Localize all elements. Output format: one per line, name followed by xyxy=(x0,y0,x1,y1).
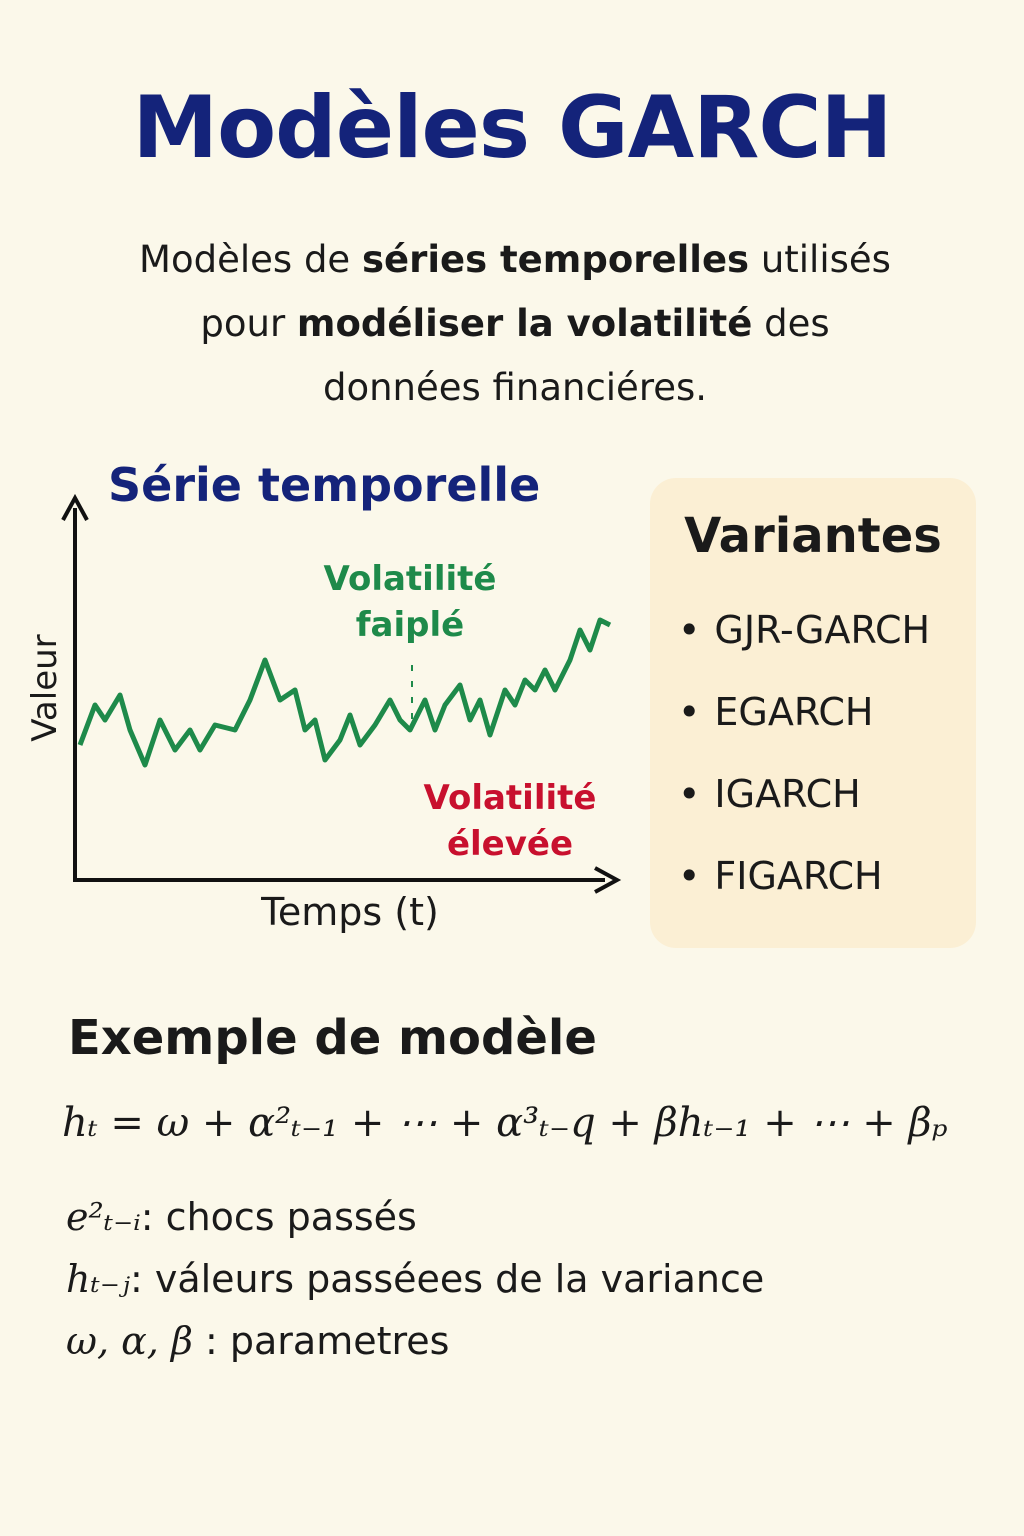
illustration-title: Série temporelle xyxy=(108,458,541,512)
variant-item: EGARCH xyxy=(678,690,930,772)
definition: hₜ₋ⱼ: váleurs passéees de la variance xyxy=(66,1257,764,1301)
variant-item: IGARCH xyxy=(678,772,930,854)
series-line xyxy=(77,617,612,768)
variants-box: Variantes GJR-GARCHEGARCHIGARCHFIGARCH xyxy=(650,478,976,948)
x-arrow xyxy=(594,866,622,894)
intro-text: pour xyxy=(200,302,297,345)
x-axis-label: Temps (t) xyxy=(261,890,439,934)
title: Modèles GARCH xyxy=(132,78,893,178)
intro-text: utilisés xyxy=(749,238,891,281)
definition-text: : chocs passés xyxy=(140,1195,417,1239)
intro: Modèles de séries temporelles utilisés p… xyxy=(90,228,940,420)
annotation-line: élevée xyxy=(446,824,574,864)
annotation: Volatilité faiplé xyxy=(300,556,520,648)
definition: e²ₜ₋ᵢ: chocs passés xyxy=(66,1195,417,1239)
annotation-line: Volatilité xyxy=(423,778,597,818)
variants-title: Variantes xyxy=(684,508,942,564)
example-title: Exemple de modèle xyxy=(68,1010,597,1066)
annotation-line: faiplé xyxy=(355,605,465,645)
intro-bold: séries temporelles xyxy=(361,238,750,281)
definition-symbol: ω, α, β xyxy=(66,1319,193,1363)
variant-item: GJR-GARCH xyxy=(678,608,930,690)
definition-text: : váleurs passéees de la variance xyxy=(129,1257,765,1301)
y-axis-label: Valeur xyxy=(25,634,65,742)
formula: hₜ = ω + α²ₜ₋₁ + ⋯ + α³ₜ₋q + βhₜ₋₁ + ⋯ +… xyxy=(62,1100,948,1146)
variant-item: FIGARCH xyxy=(678,854,930,936)
definition: ω, α, β : parametres xyxy=(66,1319,449,1363)
definition-text: : parametres xyxy=(192,1319,450,1363)
annotation: Volatilité élevée xyxy=(400,775,620,867)
annotation-line: Volatilité xyxy=(323,559,497,599)
variants-list: GJR-GARCHEGARCHIGARCHFIGARCH xyxy=(678,608,930,936)
illustration xyxy=(61,493,622,894)
definition-symbol: hₜ₋ⱼ xyxy=(66,1257,130,1301)
y-arrow xyxy=(61,493,89,521)
intro-text: des xyxy=(752,302,830,345)
intro-text: données financiéres. xyxy=(322,366,708,409)
definition-symbol: e²ₜ₋ᵢ xyxy=(66,1195,141,1239)
intro-bold: modéliser la volatilité xyxy=(296,302,753,345)
intro-text: Modèles de xyxy=(139,238,362,281)
